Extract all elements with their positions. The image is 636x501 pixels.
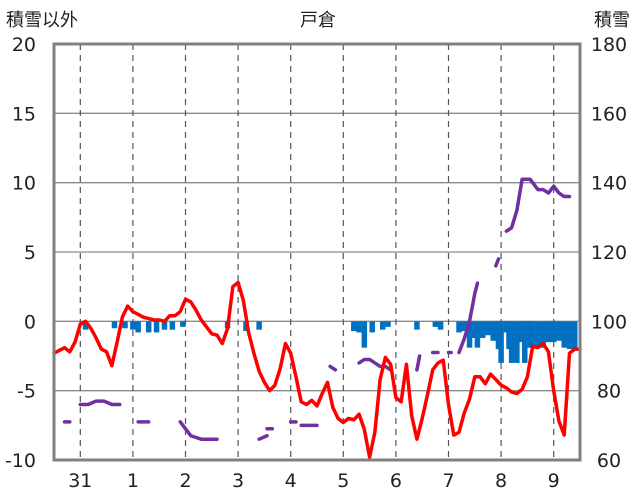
x-tick-label: 9 — [548, 470, 560, 492]
x-tick-label: 8 — [495, 470, 507, 492]
right-tick-label: 180 — [591, 34, 627, 56]
snowfall-bar — [351, 321, 357, 332]
snowfall-bar — [161, 321, 168, 330]
snow-depth-segment — [415, 354, 422, 372]
snow-depth-segment — [494, 257, 501, 268]
snowfall-bar — [153, 321, 160, 333]
x-tick-label: 31 — [68, 470, 92, 492]
snowfall-bar — [545, 321, 552, 343]
x-tick-label: 1 — [127, 470, 139, 492]
snowfall-bar — [508, 321, 515, 363]
snowfall-bar — [385, 321, 391, 327]
right-tick-label: 80 — [597, 381, 621, 403]
temperature-series — [52, 280, 582, 459]
snow-depth-segment — [178, 420, 219, 441]
left-tick-label: 10 — [12, 173, 36, 195]
grid — [54, 44, 580, 460]
right-tick-label: 60 — [597, 450, 621, 472]
left-axis-label: 積雪以外 — [6, 10, 78, 31]
snowfall-bar — [414, 321, 420, 330]
right-tick-label: 120 — [591, 242, 627, 264]
snowfall-bar — [169, 321, 176, 330]
snowfall-bar — [561, 321, 567, 348]
plot-frame — [52, 42, 582, 462]
temperature-line — [52, 280, 582, 459]
snow-depth-segment — [357, 357, 393, 372]
snowfall-bar — [361, 321, 368, 348]
snow-depth-segment — [78, 399, 122, 407]
x-tick-label: 7 — [442, 470, 454, 492]
snowfall-bar — [514, 321, 520, 363]
x-tick-label: 4 — [285, 470, 297, 492]
snowfall-bar — [122, 321, 128, 329]
snowfall-bar — [466, 321, 473, 348]
snowfall-bar — [380, 321, 386, 330]
snowfall-bar — [369, 321, 375, 333]
snowfall-bar — [256, 321, 262, 330]
snowfall-bar — [145, 321, 152, 333]
x-tick-label: 5 — [337, 470, 349, 492]
right-axis-ticks: 180 160 140 120 100 80 60 — [591, 34, 627, 472]
plot-border — [52, 42, 582, 462]
snowfall-bar — [566, 321, 573, 350]
snowfall-bar — [135, 321, 141, 333]
right-tick-label: 100 — [591, 311, 627, 333]
snowfall-bar — [82, 321, 89, 330]
snowfall-bar — [479, 321, 486, 338]
snowfall-bar — [432, 321, 439, 327]
snowfall-bar — [556, 321, 562, 341]
x-tick-label: 6 — [390, 470, 402, 492]
snowfall-bar — [111, 321, 118, 329]
x-tick-label: 2 — [179, 470, 191, 492]
snowfall-bar — [437, 321, 444, 330]
snow-depth-segment — [457, 281, 480, 355]
snowfall-bar — [522, 321, 528, 363]
right-tick-label: 140 — [591, 173, 627, 195]
x-tick-label: 3 — [232, 470, 244, 492]
snowfall-bar — [461, 321, 468, 332]
left-axis-ticks: 20 15 10 5 0 -5 -10 — [5, 34, 36, 472]
snowfall-bars — [82, 321, 578, 363]
snowfall-bar — [456, 321, 462, 333]
snowfall-bar — [535, 321, 541, 348]
left-tick-label: 15 — [12, 103, 36, 125]
snowfall-bar — [180, 321, 186, 327]
snowfall-bar — [550, 321, 557, 343]
left-tick-label: 0 — [24, 311, 36, 333]
snowfall-bar — [540, 321, 546, 348]
left-tick-label: 5 — [24, 242, 36, 264]
left-tick-label: -10 — [5, 450, 36, 472]
snowfall-bar — [485, 321, 491, 336]
left-tick-label: 20 — [12, 34, 36, 56]
left-tick-label: -5 — [17, 381, 36, 403]
snowfall-bar — [130, 321, 136, 330]
snowfall-bar — [529, 321, 536, 348]
snow-depth-segment — [504, 177, 572, 233]
snow-depth-segment — [328, 364, 338, 372]
snowfall-bar — [498, 321, 504, 363]
snow-depth-line — [62, 177, 572, 441]
chart-title: 戸倉 — [300, 10, 336, 31]
snowfall-bar — [474, 321, 481, 348]
right-axis-label: 積雪 — [594, 10, 630, 31]
snowfall-bar — [356, 321, 362, 333]
snow-depth-segment — [257, 433, 269, 441]
x-axis-ticks: 31 1 2 3 4 5 6 7 8 9 — [68, 470, 560, 492]
right-tick-label: 160 — [591, 103, 627, 125]
snowfall-bar — [571, 321, 578, 350]
